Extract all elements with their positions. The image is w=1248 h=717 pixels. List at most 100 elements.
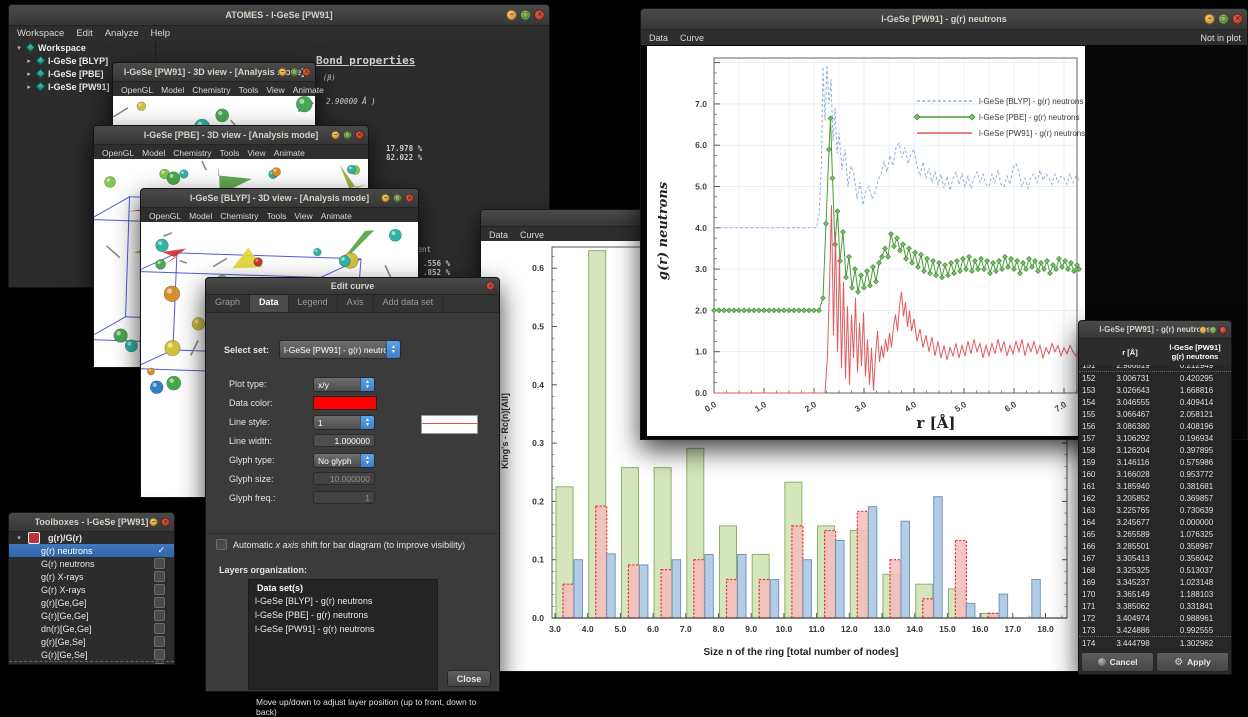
close-icon[interactable]: ✕ [355,131,364,140]
menu-help[interactable]: Help [151,28,171,39]
layers-list[interactable]: Data set(s)l-GeSe [BLYP] - g(r) neutrons… [248,579,438,690]
close-icon[interactable]: ✕ [1232,14,1243,25]
gr-window-titlebar[interactable]: l-GeSe [PW91] - g(r) neutrons − ▢ ✕ [641,9,1247,30]
view-menu-chemistry[interactable]: Chemistry [173,148,211,158]
view-menu-opengl[interactable]: OpenGL [121,85,153,95]
view-menu-model[interactable]: Model [161,85,184,95]
view-menu-opengl[interactable]: OpenGL [149,211,181,221]
expander-icon[interactable]: ▾ [15,44,23,52]
item-checkbox[interactable] [154,610,165,621]
table-window-titlebar[interactable]: l-GeSe [PW91] - g(r) neutrons [1079,321,1231,339]
maximize-icon[interactable]: ▢ [520,10,531,21]
toolbox-item-9[interactable]: dn(r)[Ge,Se] [9,661,174,665]
minimize-icon[interactable]: − [506,10,517,21]
tab-axis[interactable]: Axis [338,295,374,312]
field-combo-0[interactable]: x/y▲▼ [313,377,375,392]
close-icon[interactable]: ✕ [534,10,545,21]
maximize-icon[interactable]: ▢ [290,68,299,77]
spinner-icon[interactable]: ▲▼ [386,341,400,358]
view-menu-tools[interactable]: Tools [220,148,240,158]
view-menu-chemistry[interactable]: Chemistry [192,85,230,95]
minimize-icon[interactable] [1199,326,1207,334]
rings-menu-curve[interactable]: Curve [520,230,544,240]
toolbox-item-5[interactable]: G(r)[Ge,Ge] [9,609,174,622]
menu-edit[interactable]: Edit [76,28,92,39]
expander-icon[interactable]: ▸ [25,70,33,78]
tab-data[interactable]: Data [250,295,289,312]
item-checkbox[interactable] [154,597,165,608]
expander-icon[interactable]: ▾ [15,534,23,542]
item-checkbox[interactable] [154,663,165,665]
layer-item-2[interactable]: l-GeSe [PW91] - g(r) neutrons [249,622,437,636]
toolbox-item-0[interactable]: g(r) neutrons✓ [9,544,174,557]
view-menu-view[interactable]: View [247,148,265,158]
toolbox-item-7[interactable]: g(r)[Ge,Se] [9,635,174,648]
tab-graph[interactable]: Graph [206,295,250,312]
item-checkbox[interactable] [154,649,165,660]
view-menu-model[interactable]: Model [189,211,212,221]
minimize-icon[interactable]: − [381,194,390,203]
menu-analyze[interactable]: Analyze [105,28,139,39]
toolbox-item-2[interactable]: g(r) X-rays [9,570,174,583]
item-checkbox[interactable] [154,636,165,647]
minimize-icon[interactable]: − [1204,14,1215,25]
spinner-icon[interactable]: ▲▼ [360,454,374,467]
select-set-combo[interactable]: l-GeSe [PW91] - g(r) neutrons ▲▼ [279,340,401,359]
item-checkbox[interactable] [154,571,165,582]
item-checkbox[interactable] [154,623,165,634]
item-checkbox[interactable] [154,584,165,595]
gr-menu-curve[interactable]: Curve [680,33,704,43]
field-entry-3[interactable]: 1.000000 [313,434,375,447]
view-menu-tools[interactable]: Tools [267,211,287,221]
gr-menu-data[interactable]: Data [649,33,668,43]
toolbox-root[interactable]: ▾g(r)/G(r) [9,531,174,544]
view-menu-opengl[interactable]: OpenGL [102,148,134,158]
view-menu-animate[interactable]: Animate [321,211,352,221]
expander-icon[interactable]: ▸ [25,57,33,65]
close-icon[interactable]: ✕ [405,194,414,203]
view-menu-animate[interactable]: Animate [293,85,324,95]
view-titlebar[interactable]: l-GeSe [PBE] - 3D view - [Analysis mode]… [94,126,368,145]
toolbox-item-1[interactable]: G(r) neutrons [9,557,174,570]
apply-button[interactable]: ⚙ Apply [1156,652,1229,672]
close-icon[interactable]: ✕ [161,518,170,527]
maximize-icon[interactable]: ▢ [1218,14,1229,25]
close-icon[interactable] [1219,326,1227,334]
maximize-icon[interactable] [1209,326,1217,334]
view-titlebar[interactable]: l-GeSe [BLYP] - 3D view - [Analysis mode… [141,189,418,208]
close-button[interactable]: Close [447,670,491,687]
minimize-icon[interactable]: − [331,131,340,140]
view-menu-animate[interactable]: Animate [274,148,305,158]
minimize-icon[interactable]: − [149,518,158,527]
view-menu-chemistry[interactable]: Chemistry [220,211,258,221]
view-titlebar[interactable]: l-GeSe [PW91] - 3D view - [Analysis mode… [113,63,315,82]
tab-legend[interactable]: Legend [289,295,338,312]
toolbox-item-3[interactable]: G(r) X-rays [9,583,174,596]
tab-adddataset[interactable]: Add data set [374,295,444,312]
maximize-icon[interactable]: ▢ [393,194,402,203]
maximize-icon[interactable]: ▢ [343,131,352,140]
item-checkbox[interactable] [154,558,165,569]
field-combo-4[interactable]: No glyph▲▼ [313,453,375,468]
tree-root-workspace[interactable]: ▾Workspace [9,41,155,54]
spinner-icon[interactable]: ▲▼ [360,416,374,429]
